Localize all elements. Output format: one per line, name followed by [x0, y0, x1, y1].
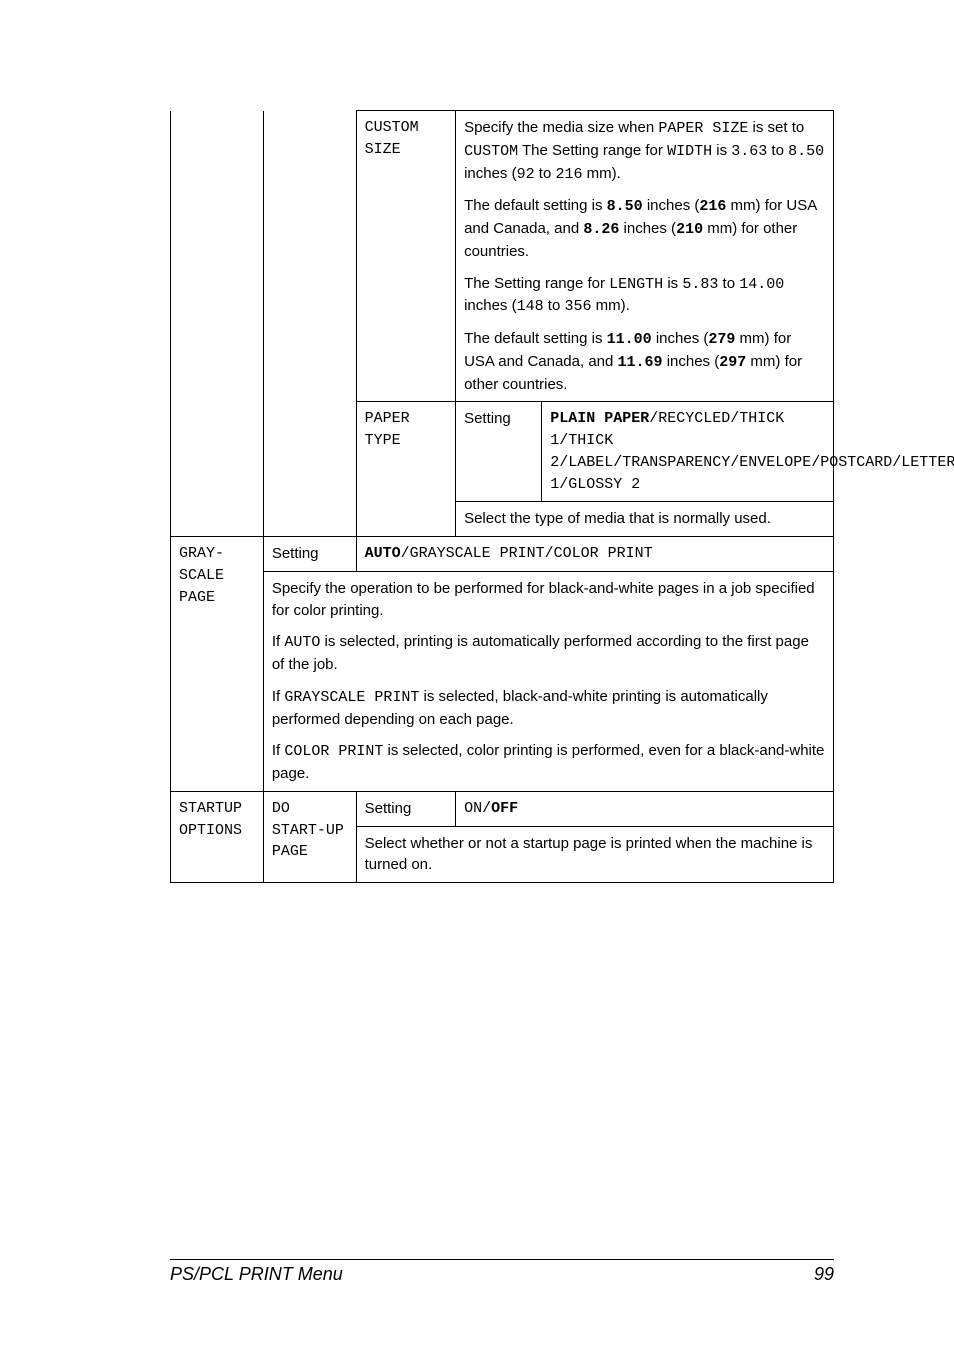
footer-title: PS/PCL PRINT Menu [170, 1264, 343, 1285]
cell-startup-label: STARTUP OPTIONS [171, 791, 264, 882]
cell-custom-size-label: CUSTOM SIZE [356, 111, 455, 402]
cell-paper-type-label: PAPER TYPE [356, 402, 455, 537]
cell-startup-desc: Select whether or not a startup page is … [356, 826, 833, 883]
cell-blank [171, 111, 264, 537]
cell-do-startup-label: DO START-UP PAGE [263, 791, 356, 882]
page-footer: PS/PCL PRINT Menu 99 [170, 1259, 834, 1285]
cell-startup-values: ON/OFF [456, 791, 834, 826]
cell-blank [263, 111, 356, 537]
table-row: CUSTOM SIZE Specify the media size when … [171, 111, 834, 402]
cell-grayscale-label: GRAY-SCALE PAGE [171, 537, 264, 792]
cell-grayscale-values: AUTO/GRAYSCALE PRINT/COLOR PRINT [356, 537, 833, 572]
table-row: Specify the operation to be performed fo… [171, 571, 834, 791]
cell-custom-size-desc: Specify the media size when PAPER SIZE i… [456, 111, 834, 402]
cell-paper-type-values: PLAIN PAPER/RECYCLED/THICK 1/THICK 2/LAB… [542, 402, 834, 502]
table-row: STARTUP OPTIONS DO START-UP PAGE Setting… [171, 791, 834, 826]
cell-setting-label: Setting [263, 537, 356, 572]
page-number: 99 [814, 1264, 834, 1285]
cell-grayscale-desc: Specify the operation to be performed fo… [263, 571, 833, 791]
cell-setting-label: Setting [456, 402, 542, 502]
cell-paper-type-desc: Select the type of media that is normall… [456, 502, 834, 537]
table-row: GRAY-SCALE PAGE Setting AUTO/GRAYSCALE P… [171, 537, 834, 572]
cell-setting-label: Setting [356, 791, 455, 826]
settings-table: CUSTOM SIZE Specify the media size when … [170, 110, 834, 883]
